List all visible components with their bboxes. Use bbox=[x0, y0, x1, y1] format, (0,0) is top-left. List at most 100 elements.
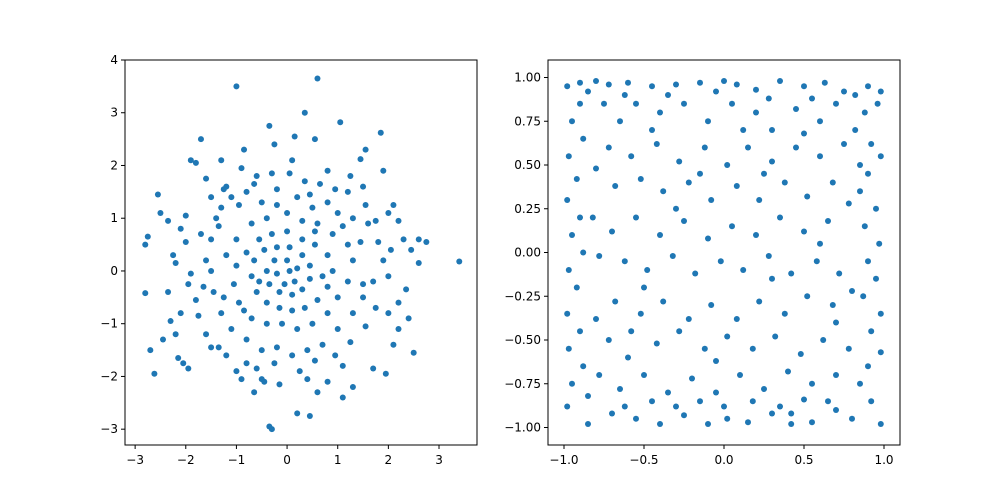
y-tick-label: −0.50 bbox=[504, 333, 541, 347]
data-point bbox=[380, 257, 387, 264]
x-tick-label: 0.5 bbox=[794, 453, 813, 467]
data-point bbox=[273, 202, 280, 209]
data-point bbox=[241, 307, 248, 314]
data-point bbox=[215, 223, 222, 230]
y-tick-label: 0.75 bbox=[514, 114, 541, 128]
data-point bbox=[311, 357, 318, 364]
y-tick-label: 0.00 bbox=[514, 246, 541, 260]
data-point bbox=[180, 360, 187, 367]
data-point bbox=[360, 281, 367, 288]
data-point bbox=[724, 162, 731, 168]
data-point bbox=[817, 240, 823, 247]
data-point bbox=[324, 252, 331, 259]
data-point bbox=[170, 252, 177, 259]
data-point bbox=[268, 170, 275, 177]
data-point bbox=[857, 188, 863, 195]
y-tick-label: 4 bbox=[110, 53, 118, 67]
y-tick-label: 0 bbox=[110, 264, 118, 278]
data-point bbox=[809, 380, 815, 387]
data-point bbox=[793, 106, 799, 112]
data-point bbox=[304, 376, 311, 383]
data-point bbox=[220, 294, 227, 301]
data-point bbox=[849, 288, 855, 294]
data-point bbox=[569, 118, 575, 125]
data-point bbox=[809, 419, 815, 426]
data-point bbox=[817, 153, 823, 160]
data-point bbox=[564, 197, 571, 203]
data-point bbox=[263, 215, 270, 222]
data-point bbox=[740, 267, 747, 273]
data-point bbox=[729, 223, 735, 230]
data-point bbox=[165, 217, 172, 224]
data-point bbox=[769, 127, 775, 133]
data-point bbox=[372, 304, 379, 311]
data-point bbox=[861, 109, 868, 116]
data-point bbox=[564, 310, 571, 317]
data-point bbox=[253, 365, 260, 372]
data-point bbox=[692, 270, 699, 277]
data-point bbox=[565, 153, 572, 160]
data-point bbox=[314, 220, 321, 227]
data-point bbox=[324, 310, 331, 317]
data-point bbox=[565, 267, 572, 273]
data-point bbox=[713, 389, 719, 396]
x-tick-label: −3 bbox=[126, 453, 144, 467]
data-point bbox=[701, 345, 708, 352]
data-point bbox=[263, 299, 270, 306]
data-point bbox=[238, 376, 245, 383]
data-point bbox=[637, 310, 644, 317]
data-point bbox=[852, 127, 859, 133]
data-point bbox=[765, 95, 772, 102]
data-point bbox=[829, 179, 836, 186]
data-point bbox=[873, 275, 879, 282]
data-point bbox=[258, 199, 265, 206]
data-point bbox=[304, 347, 311, 354]
data-point bbox=[833, 319, 839, 326]
y-tick-label: 2 bbox=[110, 158, 118, 172]
data-point bbox=[813, 258, 820, 265]
right-scatter-axes: −1.0 −0.5 0.0 0.5 1.0 −1.00 −0.75 −0.50 −0.25 0.0… bbox=[504, 59, 901, 467]
data-point bbox=[375, 238, 382, 245]
data-point bbox=[294, 265, 301, 272]
data-point bbox=[362, 323, 369, 330]
data-point bbox=[621, 92, 628, 98]
data-point bbox=[801, 396, 807, 403]
data-point bbox=[208, 236, 215, 243]
data-point bbox=[273, 244, 280, 251]
data-point bbox=[284, 209, 291, 216]
axes-frame bbox=[547, 59, 901, 446]
data-point bbox=[286, 267, 293, 274]
data-point bbox=[309, 204, 316, 211]
data-point bbox=[334, 294, 341, 301]
data-point bbox=[781, 310, 788, 317]
data-point bbox=[649, 83, 655, 90]
data-point bbox=[213, 215, 220, 222]
data-point bbox=[235, 202, 242, 209]
data-point bbox=[749, 345, 756, 352]
data-point bbox=[697, 79, 703, 86]
data-point bbox=[825, 398, 831, 405]
data-point bbox=[362, 202, 369, 209]
data-point bbox=[233, 368, 240, 375]
data-point bbox=[228, 194, 235, 201]
data-point bbox=[865, 258, 871, 265]
data-point bbox=[633, 214, 639, 221]
data-point bbox=[309, 320, 316, 327]
data-point bbox=[182, 212, 189, 219]
data-point bbox=[868, 398, 875, 405]
data-point bbox=[580, 135, 587, 142]
data-point bbox=[172, 331, 179, 338]
y-tick-label: 1 bbox=[110, 211, 118, 225]
data-point bbox=[332, 186, 339, 193]
data-point bbox=[334, 209, 341, 216]
data-point bbox=[609, 410, 615, 417]
data-point bbox=[593, 78, 599, 84]
data-point bbox=[299, 286, 306, 293]
data-point bbox=[713, 358, 719, 364]
data-point bbox=[286, 170, 293, 177]
data-point bbox=[299, 236, 306, 243]
data-point bbox=[761, 170, 767, 177]
data-point bbox=[708, 197, 715, 203]
data-point bbox=[349, 215, 356, 222]
data-point bbox=[344, 188, 351, 195]
